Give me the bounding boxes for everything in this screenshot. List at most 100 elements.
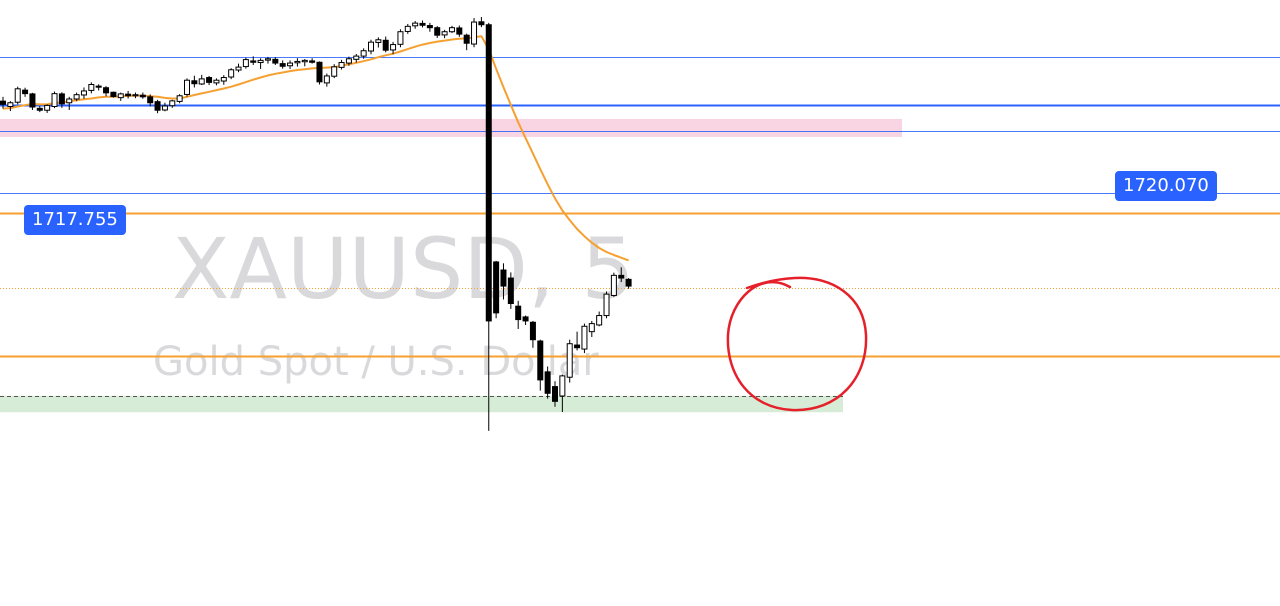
candle-76	[559, 374, 566, 413]
candle-31	[228, 68, 235, 80]
candle-body-bull	[345, 58, 352, 64]
candle-body-bear	[22, 89, 29, 95]
candle-body-bull	[242, 59, 249, 68]
candle-body-bear	[507, 277, 514, 305]
candle-9	[66, 96, 73, 110]
candle-75	[552, 381, 558, 407]
candle-body-bull	[323, 75, 330, 84]
candle-68	[500, 263, 507, 300]
candle-41	[301, 59, 308, 67]
candle-body-bull	[161, 105, 168, 111]
annotation-layer	[726, 276, 868, 412]
candle-23	[169, 99, 176, 108]
candle-71	[522, 315, 529, 325]
candle-63	[463, 33, 470, 51]
candle-body-bull	[581, 325, 588, 350]
candle-36	[264, 56, 271, 64]
candle-20	[147, 94, 154, 107]
candle-14	[103, 86, 110, 97]
candle-17	[125, 90, 132, 99]
candle-body-bear	[36, 107, 43, 111]
candle-body-bull	[294, 60, 301, 64]
candle-body-bear	[206, 77, 213, 83]
candle-body-bear	[574, 344, 581, 349]
candle-body-bear	[279, 63, 286, 67]
watermark-description: Gold Spot / U.S. Dollar	[153, 339, 599, 385]
candle-29	[213, 78, 220, 86]
candle-65	[478, 16, 485, 28]
candle-53	[390, 41, 397, 55]
candle-body-bear	[139, 94, 146, 98]
candle-body-bear	[478, 21, 485, 26]
candle-10	[73, 92, 80, 102]
candle-44	[323, 73, 330, 87]
candle-body-bear	[58, 93, 65, 105]
candle-body-bull	[471, 21, 478, 45]
candle-79	[581, 323, 588, 354]
candle-body-bear	[618, 274, 625, 279]
candle-body-bull	[184, 79, 190, 95]
candle-body-bear	[250, 60, 257, 63]
candle-body-bear	[103, 87, 110, 94]
candle-body-bull	[397, 31, 404, 45]
candle-body-bull	[14, 88, 21, 103]
candle-body-bull	[220, 77, 227, 82]
candle-body-bull	[448, 27, 455, 33]
candle-25	[184, 78, 190, 97]
candle-body-bear	[382, 39, 389, 51]
candle-body-bull	[331, 66, 338, 77]
candle-body-bear	[529, 321, 536, 341]
candle-58	[426, 22, 433, 32]
candle-body-bull	[235, 66, 242, 71]
candle-52	[382, 36, 389, 53]
candle-body-bull	[88, 84, 95, 91]
candle-body-bull	[66, 98, 73, 104]
candle-body-bear	[426, 25, 433, 29]
candle-body-bull	[360, 50, 367, 57]
zone-0	[0, 118, 902, 137]
candle-body-bull	[213, 79, 220, 84]
candle-body-bear	[125, 93, 132, 97]
candle-24	[176, 94, 183, 104]
candle-body-bull	[7, 102, 14, 107]
candle-67	[493, 260, 500, 319]
candle-51	[375, 37, 382, 48]
candle-16	[117, 92, 124, 101]
candle-7	[51, 91, 58, 109]
candle-body-bear	[485, 24, 492, 322]
candle-32	[235, 63, 242, 73]
candle-19	[139, 92, 146, 99]
candle-21	[154, 99, 161, 114]
candle-body-bear	[29, 93, 36, 108]
candle-body-bull	[390, 44, 397, 51]
candle-73	[537, 339, 544, 391]
candle-38	[279, 60, 286, 69]
candle-body-bull	[132, 94, 139, 97]
candle-body-bull	[198, 78, 205, 85]
watermark-symbol: XAUUSD, 5	[172, 220, 635, 318]
price-label-1720: 1720.070	[1115, 171, 1217, 201]
candle-4	[29, 92, 36, 110]
candle-48	[353, 53, 360, 63]
moving-average-line	[2, 35, 629, 262]
candle-body-bear	[309, 60, 316, 63]
candle-body-bear	[537, 340, 544, 381]
candle-body-bull	[287, 62, 294, 67]
candle-body-bull	[375, 39, 382, 43]
candle-40	[294, 58, 301, 67]
candle-69	[507, 272, 514, 309]
candle-22	[161, 102, 168, 112]
candle-77	[566, 339, 573, 383]
candle-5	[36, 105, 43, 113]
candle-85	[625, 278, 632, 289]
candle-30	[220, 75, 227, 85]
candle-body-bear	[154, 101, 161, 111]
moving-average-layer	[2, 35, 629, 262]
candle-body-bear	[0, 100, 6, 105]
candle-46	[338, 59, 345, 70]
candle-body-bear	[147, 96, 154, 104]
candle-2	[14, 86, 21, 105]
candle-body-bear	[272, 58, 279, 64]
horizontal-lines-layer	[0, 57, 1280, 397]
